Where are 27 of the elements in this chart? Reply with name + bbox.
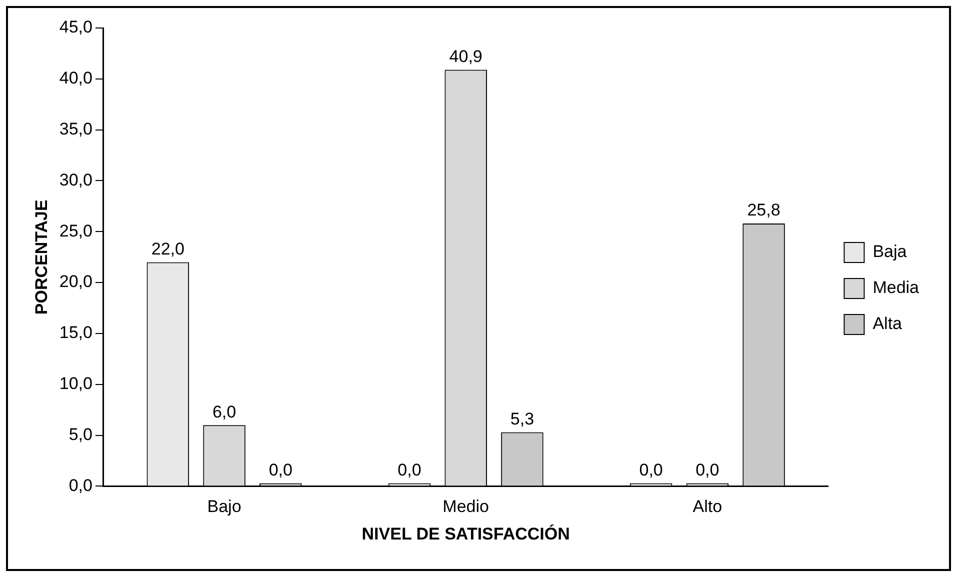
y-tick-label: 25,0 <box>59 221 92 240</box>
legend-label: Media <box>872 278 920 298</box>
x-tick-label: Bajo <box>207 497 242 516</box>
x-tick-label: Alto <box>692 497 722 516</box>
y-tick-label: 5,0 <box>68 424 92 444</box>
y-tick-label: 0,0 <box>68 476 92 495</box>
data-label: 0,0 <box>696 460 720 480</box>
y-tick-label: 30,0 <box>59 170 92 190</box>
data-label: 5,3 <box>510 409 534 428</box>
y-tick-label: 10,0 <box>59 374 92 394</box>
data-label: 22,0 <box>151 239 184 258</box>
y-axis-title: PORCENTAJE <box>32 200 51 315</box>
data-label: 6,0 <box>212 402 236 422</box>
y-tick-label: 40,0 <box>59 68 92 88</box>
data-label: 0,0 <box>639 460 663 480</box>
legend-label: Baja <box>872 242 908 262</box>
y-tick-label: 20,0 <box>59 272 92 292</box>
y-tick-label: 15,0 <box>59 323 92 342</box>
x-tick-label: Medio <box>442 497 489 516</box>
x-axis-title: NIVEL DE SATISFACCIÓN <box>362 523 570 544</box>
data-label: 0,0 <box>398 460 422 480</box>
y-tick-label: 35,0 <box>59 120 92 139</box>
y-tick-label: 45,0 <box>59 18 92 37</box>
data-label: 0,0 <box>268 460 292 480</box>
legend-label: Alta <box>872 314 903 334</box>
data-label: 25,8 <box>747 200 780 220</box>
data-label: 40,9 <box>449 46 482 66</box>
